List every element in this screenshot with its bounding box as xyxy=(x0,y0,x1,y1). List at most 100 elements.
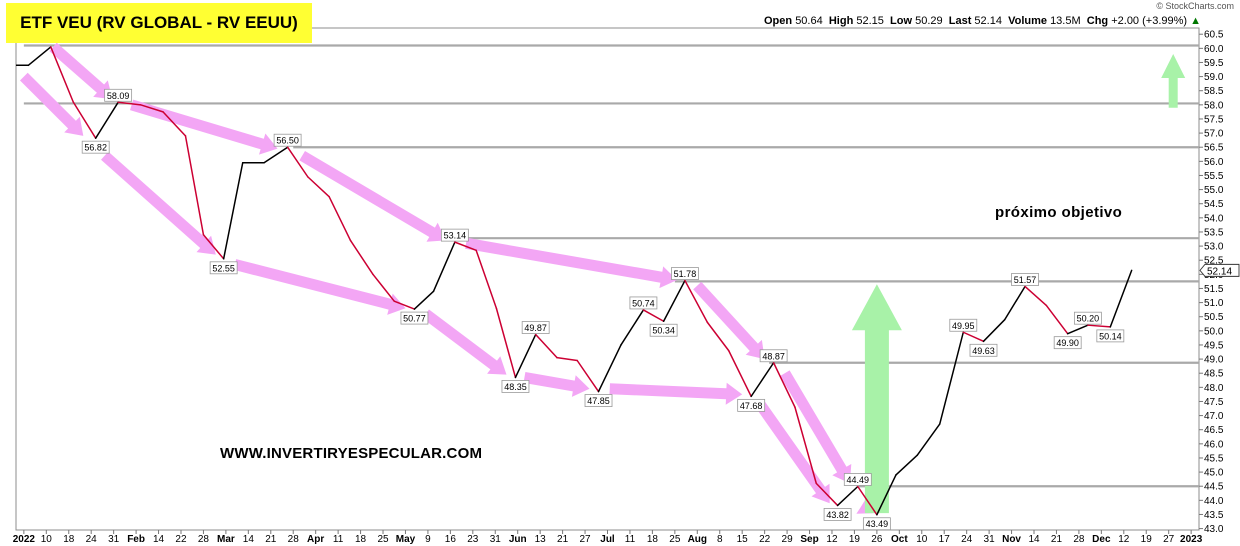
annotation-label-13: 48.87 xyxy=(762,351,785,361)
x-tick-label-32: 15 xyxy=(737,534,749,545)
x-tick-label-47: 28 xyxy=(1073,534,1085,545)
down-trend-arrow-1 xyxy=(49,42,113,100)
annotation-label-14: 43.82 xyxy=(826,510,849,520)
y-tick-label-34: 60.0 xyxy=(1204,44,1224,55)
price-segment-51 xyxy=(1087,324,1112,328)
price-segment-40 xyxy=(857,485,878,516)
down-trend-arrow-5 xyxy=(299,151,446,242)
x-tick-label-29: 25 xyxy=(669,534,681,545)
volume-label: Volume xyxy=(1008,15,1047,27)
open-label: Open xyxy=(764,15,793,27)
y-tick-label-21: 53.5 xyxy=(1204,227,1224,238)
price-segment-42 xyxy=(895,454,919,476)
chg-label: Chg xyxy=(1086,15,1109,27)
y-tick-label-11: 48.5 xyxy=(1204,369,1224,380)
trend-arrows xyxy=(20,42,1186,514)
price-segment-25 xyxy=(534,333,558,359)
annotation-label-17: 49.95 xyxy=(952,321,975,331)
x-tick-label-8: 28 xyxy=(198,534,210,545)
y-tick-label-16: 51.0 xyxy=(1204,298,1224,309)
annotation-label-0: 56.82 xyxy=(84,143,107,153)
y-tick-label-27: 56.5 xyxy=(1204,143,1224,154)
price-segment-35 xyxy=(750,362,775,398)
chg-value: +2.00 (+3.99%) xyxy=(1111,15,1188,27)
price-segment-27 xyxy=(576,359,600,393)
open-value: 50.64 xyxy=(795,15,823,27)
x-tick-label-46: 21 xyxy=(1051,534,1063,545)
annotation-box-19 xyxy=(1011,273,1039,286)
price-segment-49 xyxy=(1045,304,1069,335)
target-note: próximo objetivo xyxy=(995,204,1123,221)
price-segment-37 xyxy=(794,406,818,485)
x-tick-label-25: 27 xyxy=(579,534,591,545)
price-segment-45 xyxy=(962,331,985,343)
last-value: 52.14 xyxy=(974,15,1002,27)
high-label: High xyxy=(828,15,854,27)
annotation-box-14 xyxy=(823,508,852,521)
annotation-box-12 xyxy=(737,398,766,412)
annotation-box-16 xyxy=(862,517,891,531)
x-tick-label-11: 21 xyxy=(265,534,277,545)
annotation-box-4 xyxy=(400,311,429,325)
chg-up-arrow-icon: ▲ xyxy=(1190,15,1202,27)
price-segment-4 xyxy=(94,101,119,139)
y-tick-label-23: 54.5 xyxy=(1204,199,1224,210)
last-price-marker: 52.14 xyxy=(1199,263,1240,277)
annotation-box-20 xyxy=(1053,336,1082,350)
x-tick-label-16: 25 xyxy=(377,534,389,545)
high-value: 52.15 xyxy=(856,15,884,27)
low-label: Low xyxy=(890,15,913,27)
annotation-box-9 xyxy=(629,296,658,310)
x-tick-label-5: Feb xyxy=(127,534,145,545)
annotation-box-10 xyxy=(649,323,678,337)
price-segment-5 xyxy=(117,101,142,106)
down-trend-arrow-9 xyxy=(609,382,743,405)
annotation-box-8 xyxy=(584,394,613,407)
price-segment-10 xyxy=(222,162,244,260)
annotation-label-7: 49.87 xyxy=(524,323,547,333)
x-tick-label-15: 18 xyxy=(355,534,367,545)
price-segment-1 xyxy=(27,46,52,67)
annotation-box-22 xyxy=(1096,329,1125,343)
price-segment-18 xyxy=(393,300,416,310)
y-tick-label-14: 50.0 xyxy=(1204,326,1224,337)
price-segment-52 xyxy=(1109,269,1133,328)
annotation-label-8: 47.85 xyxy=(587,396,610,406)
y-tick-label-12: 49.0 xyxy=(1204,355,1224,366)
y-tick-label-19: 52.5 xyxy=(1204,256,1224,267)
annotation-label-3: 56.50 xyxy=(276,136,299,146)
price-segment-14 xyxy=(307,176,330,198)
x-tick-label-35: Sep xyxy=(800,534,818,545)
x-tick-label-52: 2023 xyxy=(1180,534,1203,545)
price-segment-43 xyxy=(916,423,941,456)
price-segment-28 xyxy=(597,344,622,393)
y-tick-label-15: 50.5 xyxy=(1204,312,1224,323)
x-tick-label-27: 11 xyxy=(625,534,636,545)
y-tick-label-4: 45.0 xyxy=(1204,468,1224,479)
price-segment-22 xyxy=(475,249,498,309)
y-tick-label-7: 46.5 xyxy=(1204,425,1224,436)
x-tick-label-0: 2022 xyxy=(13,534,36,545)
price-segment-13 xyxy=(286,146,309,178)
x-tick-label-9: Mar xyxy=(217,534,235,545)
y-tick-label-0: 43.0 xyxy=(1204,524,1224,535)
annotation-label-12: 47.68 xyxy=(740,401,763,411)
stockcharts-credit: © StockCharts.com xyxy=(1156,1,1234,11)
annotation-label-15: 44.49 xyxy=(847,475,870,485)
x-tick-label-38: 26 xyxy=(871,534,883,545)
price-segment-48 xyxy=(1024,285,1048,307)
annotation-label-20: 49.90 xyxy=(1056,338,1079,348)
y-tick-label-32: 59.0 xyxy=(1204,72,1224,83)
x-tick-label-23: 13 xyxy=(535,534,547,545)
down-trend-arrow-7 xyxy=(465,237,678,289)
y-tick-label-9: 47.5 xyxy=(1204,397,1224,408)
y-tick-label-1: 43.5 xyxy=(1204,510,1224,521)
last-label: Last xyxy=(948,15,972,27)
price-segment-6 xyxy=(139,104,164,113)
price-segment-20 xyxy=(432,241,456,293)
annotation-label-16: 43.49 xyxy=(866,519,889,529)
y-tick-label-29: 57.5 xyxy=(1204,114,1224,125)
annotation-box-3 xyxy=(273,133,302,147)
x-tick-label-33: 22 xyxy=(759,534,771,545)
y-tick-label-25: 55.5 xyxy=(1204,171,1224,182)
